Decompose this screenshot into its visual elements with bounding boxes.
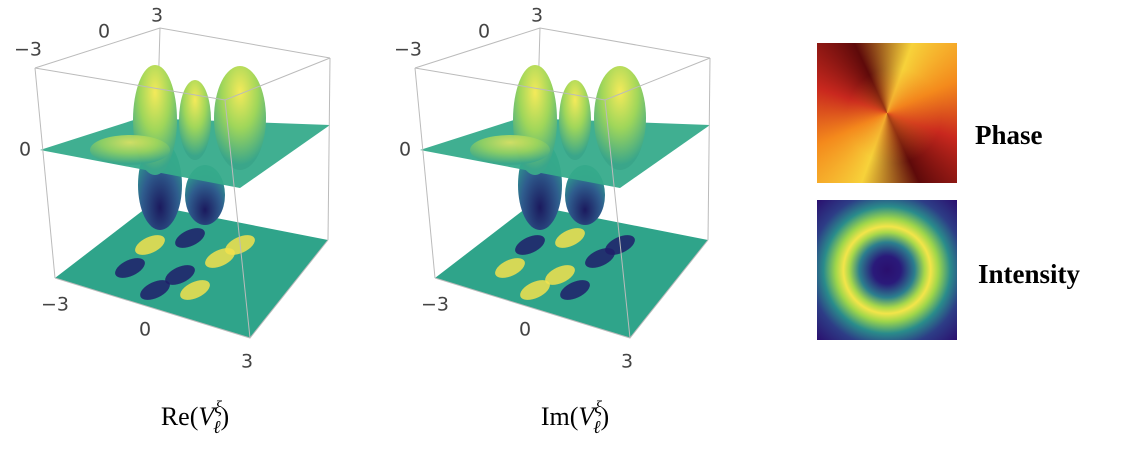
surface-peak — [90, 135, 170, 165]
box-edge — [224, 99, 251, 339]
top-tick-label: 0 — [478, 21, 490, 43]
surface-peak — [594, 66, 646, 170]
box-edge — [434, 239, 709, 339]
caption-sup: ξ — [594, 397, 602, 417]
box-edge — [707, 57, 711, 241]
density-blob — [140, 280, 170, 300]
caption-suffix: ) — [600, 402, 609, 431]
density-blob — [560, 280, 590, 300]
box-edge — [414, 67, 436, 279]
z-tick-label: 0 — [399, 139, 411, 161]
box-edge — [34, 67, 56, 279]
caption: Im(Vξ ℓ) — [541, 397, 609, 437]
box-edge — [414, 57, 711, 101]
caption-suffix: ) — [220, 402, 229, 431]
phase-label: Phase — [975, 120, 1043, 150]
bottom-tick-label: 0 — [519, 319, 531, 341]
bottom-tick-label: −3 — [421, 294, 449, 316]
box-edge — [34, 57, 331, 101]
intensity-image — [817, 200, 957, 340]
density-blob — [520, 280, 550, 300]
density-blob — [165, 265, 195, 285]
density-blob — [175, 228, 205, 248]
surface-peak — [179, 80, 211, 160]
top-tick-label: −3 — [14, 39, 42, 61]
box-edge — [54, 239, 329, 339]
phase-image — [817, 43, 957, 183]
box-edge — [414, 27, 711, 69]
top-tick-label: 3 — [531, 5, 543, 27]
z-tick-label: 0 — [19, 139, 31, 161]
density-blob — [115, 258, 145, 278]
density-blob — [135, 235, 165, 255]
top-tick-label: 3 — [151, 5, 163, 27]
bottom-tick-label: 3 — [241, 351, 253, 373]
caption-sub: ℓ — [213, 417, 221, 437]
top-tick-label: 0 — [98, 21, 110, 43]
caption: Re(Vξ ℓ) — [161, 397, 229, 437]
density-blob — [515, 235, 545, 255]
surface-plot: −3 0 3 0 −3 0 3 Re(Vξ ℓ) — [14, 5, 331, 437]
density-blob — [180, 280, 210, 300]
surface-peak — [559, 80, 591, 160]
density-blob — [555, 228, 585, 248]
intensity-label: Intensity — [978, 259, 1081, 289]
caption-sub: ℓ — [593, 417, 601, 437]
bottom-tick-label: 0 — [139, 319, 151, 341]
caption-prefix: Im( — [541, 402, 579, 431]
surface-plot: −3 0 3 0 −3 0 3 Im(Vξ ℓ) — [394, 5, 711, 437]
density-blob — [545, 265, 575, 285]
caption-base: V — [578, 402, 597, 431]
surface-peak — [214, 66, 266, 170]
caption-sup: ξ — [214, 397, 222, 417]
density-blob — [495, 258, 525, 278]
bottom-tick-label: 3 — [621, 351, 633, 373]
surface-peak — [470, 135, 550, 165]
caption-prefix: Re( — [161, 402, 199, 431]
top-tick-label: −3 — [394, 39, 422, 61]
box-edge — [604, 99, 631, 339]
box-edge — [327, 57, 331, 241]
bottom-tick-label: −3 — [41, 294, 69, 316]
box-edge — [34, 27, 331, 69]
caption-base: V — [198, 402, 217, 431]
